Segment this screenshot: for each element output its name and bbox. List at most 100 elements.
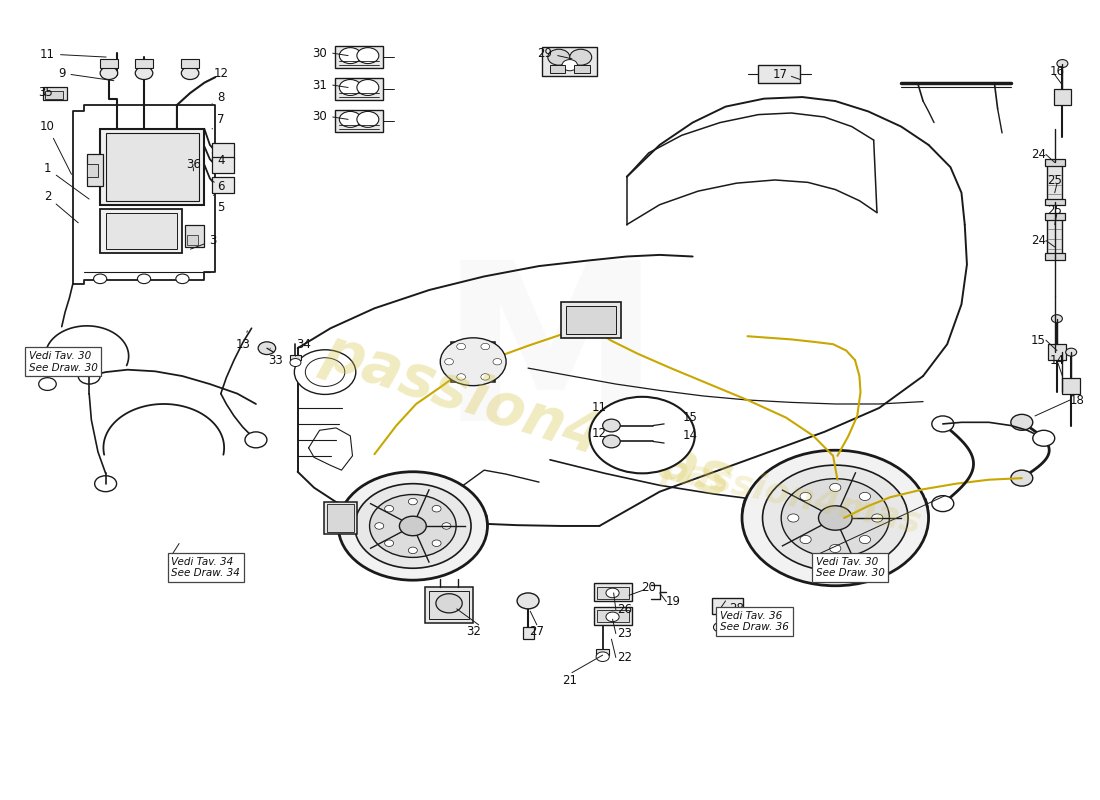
Circle shape (742, 450, 928, 586)
Text: 17: 17 (773, 68, 788, 82)
Bar (1063, 378, 1080, 394)
Bar (212, 157, 234, 173)
Circle shape (385, 506, 394, 512)
Circle shape (603, 435, 620, 448)
Bar (713, 598, 744, 614)
Circle shape (781, 478, 890, 558)
Circle shape (829, 545, 840, 553)
Text: 29: 29 (537, 46, 552, 60)
Text: 7: 7 (212, 113, 224, 129)
Text: 32: 32 (465, 625, 481, 638)
Circle shape (871, 514, 883, 522)
Text: 6: 6 (212, 180, 224, 193)
Circle shape (1011, 414, 1033, 430)
Bar (100, 129, 205, 205)
Text: Vedi Tav. 30
See Draw. 30: Vedi Tav. 30 See Draw. 30 (815, 557, 884, 578)
Circle shape (481, 374, 490, 380)
Circle shape (375, 522, 384, 530)
Circle shape (590, 397, 695, 474)
Bar (334, 46, 383, 68)
Bar (1047, 217, 1063, 257)
Circle shape (762, 465, 908, 571)
Circle shape (596, 652, 609, 662)
Text: 12: 12 (207, 66, 229, 82)
Text: 23: 23 (617, 627, 632, 640)
Bar (597, 586, 629, 598)
Circle shape (385, 540, 394, 546)
Bar (550, 65, 565, 73)
Bar (43, 87, 67, 100)
Bar (566, 306, 616, 334)
Bar (290, 355, 301, 360)
Bar (185, 225, 205, 247)
Text: 13: 13 (235, 331, 250, 350)
Circle shape (408, 547, 417, 554)
Text: 1: 1 (44, 162, 89, 199)
Bar (594, 583, 632, 601)
Bar (334, 110, 383, 132)
Circle shape (788, 514, 799, 522)
Text: 34: 34 (296, 338, 310, 356)
Text: 33: 33 (268, 348, 283, 366)
Circle shape (714, 622, 727, 632)
Text: 15: 15 (683, 411, 697, 424)
Bar (451, 342, 495, 382)
Text: 14: 14 (1049, 354, 1065, 366)
Text: 30: 30 (312, 46, 327, 60)
Bar (1045, 254, 1065, 260)
Circle shape (436, 594, 462, 613)
Circle shape (800, 535, 811, 544)
Circle shape (432, 540, 441, 546)
Bar (594, 607, 632, 625)
Circle shape (1011, 470, 1033, 486)
Bar (522, 627, 534, 639)
Text: 24: 24 (1031, 234, 1046, 247)
Circle shape (932, 496, 954, 512)
Circle shape (356, 48, 378, 63)
Circle shape (453, 347, 493, 376)
Bar (187, 235, 198, 245)
Bar (212, 177, 234, 193)
Circle shape (182, 66, 199, 79)
Bar (100, 58, 118, 68)
Text: 16: 16 (1049, 65, 1065, 78)
Circle shape (100, 66, 118, 79)
Bar (87, 164, 98, 177)
Circle shape (517, 593, 539, 609)
Circle shape (339, 111, 361, 127)
Bar (1048, 344, 1066, 360)
Text: 22: 22 (617, 651, 632, 664)
Bar (542, 47, 597, 75)
Circle shape (290, 358, 301, 366)
Text: Vedi Tav. 34
See Draw. 34: Vedi Tav. 34 See Draw. 34 (172, 557, 240, 578)
Text: passion4mas: passion4mas (658, 451, 924, 540)
Circle shape (1066, 348, 1077, 356)
Circle shape (481, 343, 490, 350)
Circle shape (432, 506, 441, 512)
Circle shape (306, 358, 344, 386)
Circle shape (138, 274, 151, 284)
Circle shape (829, 483, 840, 491)
Circle shape (1057, 59, 1068, 67)
Circle shape (932, 416, 954, 432)
Circle shape (356, 79, 378, 95)
Circle shape (606, 588, 619, 598)
Bar (561, 302, 621, 338)
Text: 10: 10 (40, 120, 72, 174)
Text: 8: 8 (212, 90, 224, 103)
Text: 28: 28 (729, 602, 744, 615)
Circle shape (95, 476, 117, 492)
Bar (1045, 199, 1065, 206)
Circle shape (570, 50, 592, 65)
Circle shape (135, 66, 153, 79)
Circle shape (562, 59, 578, 70)
Text: Vedi Tav. 30
See Draw. 30: Vedi Tav. 30 See Draw. 30 (29, 351, 98, 373)
Text: passion4mas: passion4mas (316, 322, 740, 509)
Text: 5: 5 (213, 195, 224, 214)
Bar (324, 502, 356, 534)
Circle shape (493, 358, 502, 365)
Text: 20: 20 (641, 581, 657, 594)
Circle shape (440, 338, 506, 386)
Circle shape (258, 342, 276, 354)
Text: 35: 35 (37, 86, 53, 98)
